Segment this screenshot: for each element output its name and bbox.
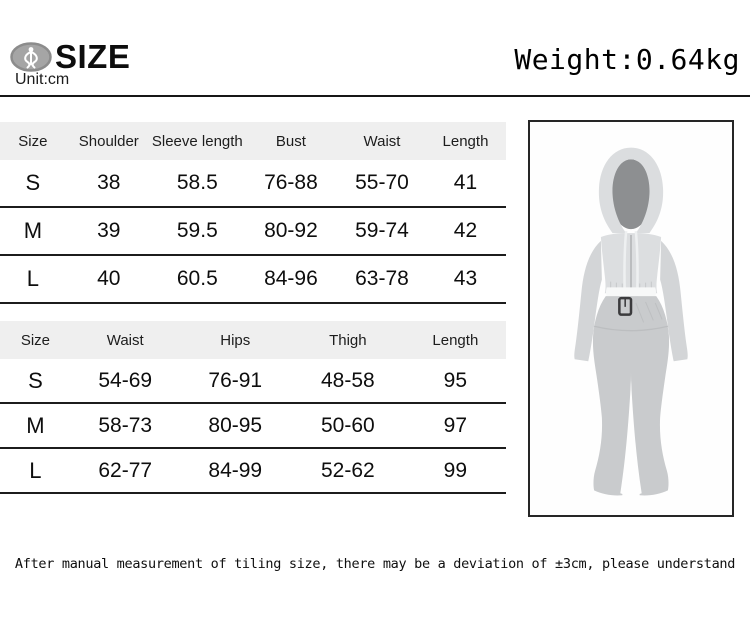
top-size-table: Size Shoulder Sleeve length Bust Waist L… [0, 122, 506, 304]
header-cell: Thigh [329, 331, 367, 349]
value-cell: 95 [443, 368, 468, 392]
value-cell: 59-74 [355, 219, 409, 242]
value-cell: 63-78 [355, 267, 409, 290]
value-cell: 41 [453, 171, 478, 194]
header-cell: Waist [106, 331, 144, 349]
table-row: S 38 58.5 76-88 55-70 41 [0, 160, 506, 208]
size-cell: S [28, 367, 43, 393]
value-cell: 60.5 [176, 267, 218, 290]
page-title: SIZE [55, 38, 131, 75]
value-cell: 52-62 [320, 458, 375, 482]
value-cell: 59.5 [176, 219, 218, 242]
header-cell: Size [18, 132, 48, 150]
header-cell: Waist [363, 132, 401, 150]
deviation-note: After manual measurement of tiling size,… [14, 556, 736, 572]
header-cell: Size [20, 331, 50, 349]
brand-header: SIZE [10, 40, 130, 73]
header-cell: Length [432, 331, 479, 349]
value-cell: 40 [97, 267, 121, 290]
size-tables: Size Shoulder Sleeve length Bust Waist L… [0, 122, 506, 494]
size-cell: S [25, 170, 41, 195]
header-cell: Bust [275, 132, 306, 150]
header-cell: Hips [220, 331, 251, 349]
header-divider [0, 95, 750, 97]
value-cell: 39 [97, 219, 121, 242]
value-cell: 58.5 [176, 171, 218, 194]
table-header-row: Size Shoulder Sleeve length Bust Waist L… [0, 122, 506, 160]
value-cell: 48-58 [320, 368, 375, 392]
value-cell: 84-96 [264, 267, 318, 290]
value-cell: 54-69 [98, 368, 153, 392]
table-header-row: Size Waist Hips Thigh Length [0, 321, 506, 359]
weight-label: Weight:0.64kg [514, 43, 740, 76]
bottom-size-table: Size Waist Hips Thigh Length S 54-69 76-… [0, 321, 506, 494]
value-cell: 58-73 [98, 413, 153, 437]
size-cell: M [26, 412, 45, 438]
value-cell: 62-77 [98, 458, 153, 482]
value-cell: 42 [453, 219, 478, 242]
value-cell: 80-92 [264, 219, 318, 242]
value-cell: 50-60 [320, 413, 375, 437]
unit-label: Unit:cm [15, 71, 70, 88]
value-cell: 76-88 [264, 171, 318, 194]
size-cell: L [26, 266, 39, 291]
header-cell: Shoulder [78, 132, 139, 150]
table-row: M 58-73 80-95 50-60 97 [0, 404, 506, 449]
table-row: L 40 60.5 84-96 63-78 43 [0, 256, 506, 304]
brand-logo-icon [10, 41, 52, 72]
value-cell: 76-91 [208, 368, 263, 392]
value-cell: 38 [97, 171, 121, 194]
table-row: S 54-69 76-91 48-58 95 [0, 359, 506, 404]
size-cell: M [23, 218, 43, 243]
value-cell: 99 [443, 458, 468, 482]
header-cell: Length [442, 132, 489, 150]
header-cell: Sleeve length [151, 132, 243, 150]
value-cell: 80-95 [208, 413, 263, 437]
table-row: L 62-77 84-99 52-62 99 [0, 449, 506, 494]
value-cell: 97 [443, 413, 468, 437]
model-tracksuit-image [531, 126, 731, 511]
size-cell: L [29, 457, 42, 483]
table-row: M 39 59.5 80-92 59-74 42 [0, 208, 506, 256]
value-cell: 55-70 [355, 171, 409, 194]
value-cell: 84-99 [208, 458, 263, 482]
value-cell: 43 [453, 267, 478, 290]
product-photo [528, 120, 734, 517]
